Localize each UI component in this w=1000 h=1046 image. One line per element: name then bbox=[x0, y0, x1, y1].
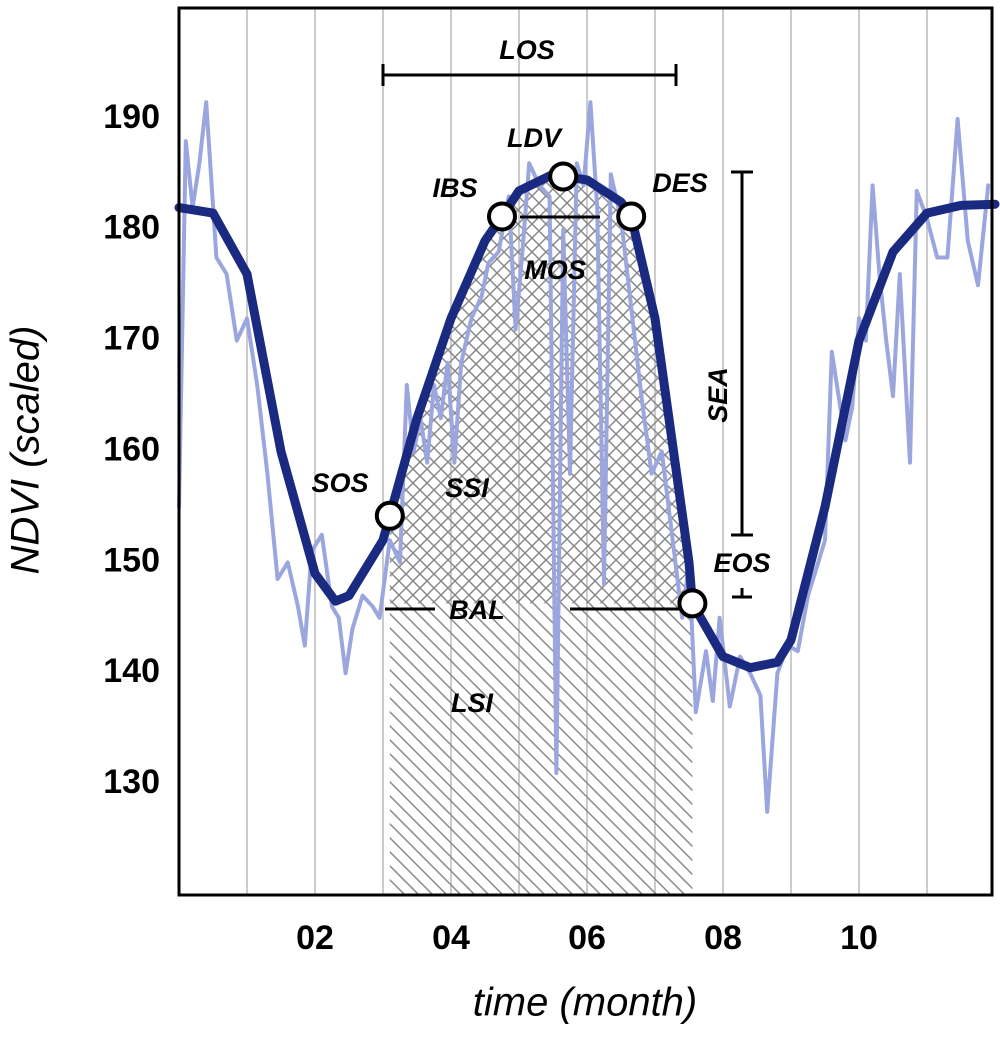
points: SOS IBS LDV DES EOS bbox=[311, 123, 771, 619]
phenology-point bbox=[616, 201, 647, 232]
x-axis-title: time (month) bbox=[473, 981, 698, 1025]
y-tick-label: 160 bbox=[103, 430, 160, 468]
tick-labels: 130 140 150 160 170 180 190 02 04 06 08 10 bbox=[103, 98, 878, 957]
y-tick-label: 130 bbox=[103, 763, 160, 801]
point-label: SOS bbox=[311, 468, 368, 498]
y-tick-label: 150 bbox=[103, 541, 160, 579]
x-tick-label: 10 bbox=[840, 919, 878, 957]
point-label: LDV bbox=[507, 123, 563, 153]
point-label: DES bbox=[652, 168, 708, 198]
phenology-point bbox=[487, 201, 517, 232]
y-tick-label: 140 bbox=[103, 652, 160, 690]
series-line bbox=[177, 100, 991, 814]
annotation: SEA bbox=[703, 367, 733, 423]
phenology-point bbox=[677, 588, 708, 619]
phenology-point bbox=[374, 500, 405, 531]
phenology-point bbox=[548, 161, 579, 192]
plot-frame bbox=[177, 6, 994, 897]
y-axis-title: NDVI (scaled) bbox=[4, 326, 48, 575]
x-tick-label: 02 bbox=[296, 919, 334, 957]
annotation: LOS bbox=[499, 35, 555, 65]
y-tick-label: 190 bbox=[103, 98, 160, 136]
annotations: LOS MOS SSI BAL LSI SEA bbox=[381, 35, 753, 718]
ssi-hatch bbox=[389, 174, 693, 604]
point-label: EOS bbox=[713, 548, 770, 578]
hatch-areas bbox=[389, 174, 693, 895]
point-label: IBS bbox=[432, 173, 477, 203]
y-tick-label: 170 bbox=[103, 320, 160, 358]
x-tick-label: 04 bbox=[432, 919, 470, 957]
annotation: SSI bbox=[445, 473, 489, 503]
annotation: MOS bbox=[524, 255, 586, 285]
annotation: BAL bbox=[449, 595, 505, 625]
annotation: LSI bbox=[451, 688, 494, 718]
x-tick-label: 06 bbox=[568, 919, 606, 957]
x-tick-label: 08 bbox=[704, 919, 742, 957]
y-tick-label: 180 bbox=[103, 209, 160, 247]
